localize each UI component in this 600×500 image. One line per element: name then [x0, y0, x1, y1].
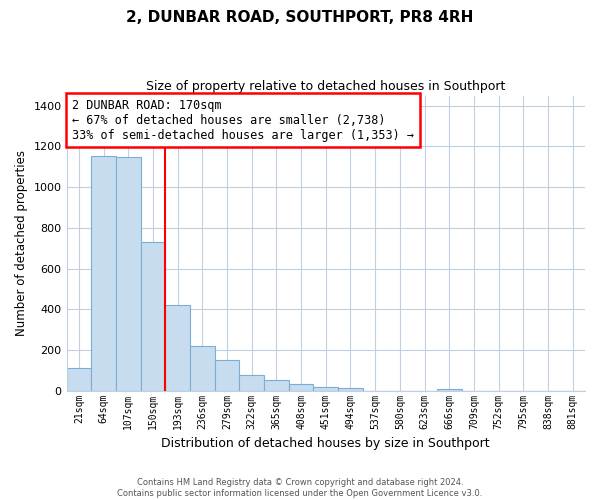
- Bar: [67, 368, 91, 390]
- Bar: [289, 384, 313, 390]
- Bar: [116, 156, 140, 390]
- Text: 2 DUNBAR ROAD: 170sqm
← 67% of detached houses are smaller (2,738)
33% of semi-d: 2 DUNBAR ROAD: 170sqm ← 67% of detached …: [72, 98, 414, 142]
- Bar: [165, 305, 190, 390]
- Text: Contains HM Land Registry data © Crown copyright and database right 2024.
Contai: Contains HM Land Registry data © Crown c…: [118, 478, 482, 498]
- Bar: [190, 346, 215, 391]
- Bar: [215, 360, 239, 390]
- Bar: [264, 380, 289, 390]
- X-axis label: Distribution of detached houses by size in Southport: Distribution of detached houses by size …: [161, 437, 490, 450]
- Bar: [313, 386, 338, 390]
- Bar: [239, 376, 264, 390]
- Y-axis label: Number of detached properties: Number of detached properties: [15, 150, 28, 336]
- Bar: [91, 156, 116, 390]
- Bar: [437, 388, 461, 390]
- Text: 2, DUNBAR ROAD, SOUTHPORT, PR8 4RH: 2, DUNBAR ROAD, SOUTHPORT, PR8 4RH: [127, 10, 473, 25]
- Bar: [338, 388, 363, 390]
- Bar: [140, 242, 165, 390]
- Title: Size of property relative to detached houses in Southport: Size of property relative to detached ho…: [146, 80, 505, 93]
